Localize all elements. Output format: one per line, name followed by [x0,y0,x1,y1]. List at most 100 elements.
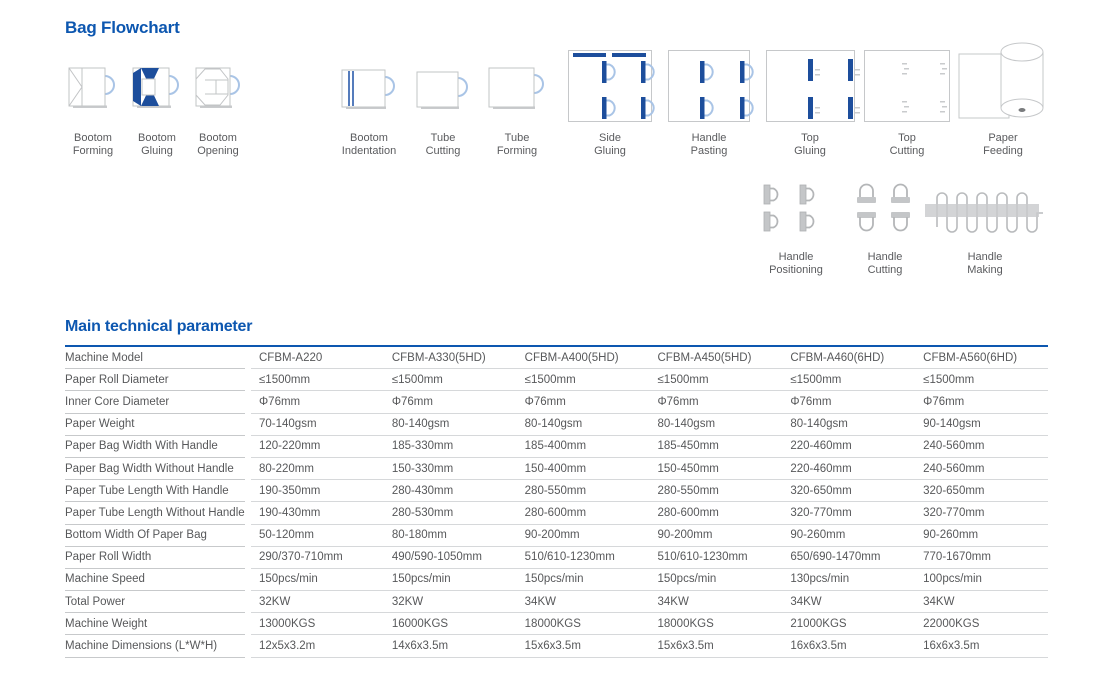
row-value: CFBM-A460(6HD) [782,347,916,370]
row-label: Paper Tube Length Without Handle [65,502,245,525]
row-label: Paper Tube Length With Handle [65,480,245,503]
table-row: Machine Dimensions (L*W*H) 12x5x3.2m 14x6x… [65,635,1048,658]
table-row: Total Power 32KW 32KW 34KW 34KW 34KW 34KW [65,591,1048,614]
row-value: 320-650mm [782,480,916,503]
row-value: 100pcs/min [915,569,1048,592]
row-value: 280-600mm [649,502,783,525]
row-value: 22000KGS [915,613,1048,636]
row-value: 90-200mm [649,525,783,547]
row-value: CFBM-A220 [251,347,384,370]
step-label: Tube Forming [496,132,538,157]
bag-bottom-forming-icon [68,67,115,108]
top-gluing-icon [765,50,860,122]
table-row: Machine Model CFBM-A220 CFBM-A330(5HD) CFBM… [65,347,1048,370]
step-handle-cutting: Handle Cutting [846,183,924,277]
row-label: Bottom Width Of Paper Bag [65,525,245,547]
bag-bottom-opening-icon [195,67,240,108]
step-bottom-opening: Bootom Opening [185,47,251,158]
row-value: CFBM-A400(5HD) [516,347,650,370]
row-value: 90-260mm [782,525,916,547]
row-value: Φ76mm [915,391,1048,414]
row-label: Total Power [65,591,245,614]
table-row: Paper Tube Length Without Handle 190-430m… [65,502,1048,525]
step-label: Top Cutting [889,132,925,157]
row-value: 150pcs/min [383,569,517,592]
row-value: 240-560mm [915,458,1048,481]
row-value: 14x6x3.5m [383,635,517,658]
row-value: 185-450mm [649,436,783,458]
step-label: Tube Cutting [425,132,461,157]
row-value: 32KW [383,591,517,614]
row-value: 770-1670mm [915,547,1048,569]
row-value: 185-330mm [383,436,517,458]
technical-parameter-section: Main technical parameter Machine Model CF… [65,318,1048,658]
row-value: 80-140gsm [782,414,916,436]
table-row: Paper Bag Width Without Handle 80-220mm 15… [65,458,1048,481]
row-value: CFBM-A450(5HD) [649,347,783,370]
row-value: 120-220mm [251,436,384,458]
row-value: 12x5x3.2m [251,635,384,658]
row-value: 150-330mm [383,458,517,481]
row-value: 280-550mm [516,480,650,503]
row-label: Paper Bag Width With Handle [65,436,245,458]
paper-feeding-icon [958,42,1044,119]
row-value: 13000KGS [251,613,384,636]
row-value: 80-140gsm [649,414,783,436]
step-side-gluing: Side Gluing [565,47,655,158]
row-value: 90-260mm [915,525,1048,547]
handle-positioning-icon [763,184,815,232]
row-value: 80-180mm [383,525,517,547]
row-value: 280-550mm [649,480,783,503]
side-gluing-icon [568,50,655,122]
row-value: 90-200mm [516,525,650,547]
row-value: 280-530mm [383,502,517,525]
row-value: 190-350mm [251,480,384,503]
row-label: Paper Roll Diameter [65,369,245,392]
tube-forming-icon [488,67,544,109]
row-value: 16x6x3.5m [782,635,916,658]
row-value: 150-400mm [516,458,650,481]
row-value: 34KW [649,591,783,614]
table-row: Bottom Width Of Paper Bag 50-120mm 80-180m… [65,525,1048,547]
row-value: 490/590-1050mm [383,547,517,569]
step-bottom-gluing: Bootom Gluing [124,47,190,158]
row-label: Inner Core Diameter [65,391,245,414]
row-value: 220-460mm [782,436,916,458]
row-value: ≤1500mm [251,369,384,392]
row-label: Machine Dimensions (L*W*H) [65,635,245,658]
row-value: ≤1500mm [516,369,650,392]
row-value: 510/610-1230mm [649,547,783,569]
step-top-gluing: Top Gluing [763,47,860,158]
row-value: 130pcs/min [782,569,916,592]
row-value: 190-430mm [251,502,384,525]
row-value: 15x6x3.5m [516,635,650,658]
row-value: 185-400mm [516,436,650,458]
step-handle-positioning: Handle Positioning [756,183,836,277]
row-value: 280-600mm [516,502,650,525]
table-row: Machine Weight 13000KGS 16000KGS 18000KGS 18… [65,613,1048,636]
row-value: 32KW [251,591,384,614]
row-value: 34KW [782,591,916,614]
top-cutting-icon [864,50,950,122]
row-value: ≤1500mm [915,369,1048,392]
step-label: Bootom Indentation [341,132,397,157]
step-label: Paper Feeding [983,132,1023,157]
row-value: 220-460mm [782,458,916,481]
step-bottom-forming: Bootom Forming [60,47,126,158]
row-label: Paper Roll Width [65,547,245,569]
flowchart-title: Bag Flowchart [65,18,180,37]
row-value: 21000KGS [782,613,916,636]
row-value: 290/370-710mm [251,547,384,569]
row-value: 16x6x3.5m [915,635,1048,658]
step-label: Bootom Gluing [138,132,176,157]
step-label: Bootom Opening [197,132,239,157]
step-top-cutting: Top Cutting [861,47,953,158]
step-label: Handle Cutting [867,251,903,276]
step-bottom-indentation: Bootom Indentation [330,47,408,158]
row-value: 70-140gsm [251,414,384,436]
row-label: Paper Weight [65,414,245,436]
row-label: Machine Weight [65,613,245,636]
step-paper-feeding: Paper Feeding [957,42,1049,158]
table-row: Paper Roll Width 290/370-710mm 490/590-105… [65,547,1048,569]
row-value: 320-770mm [915,502,1048,525]
